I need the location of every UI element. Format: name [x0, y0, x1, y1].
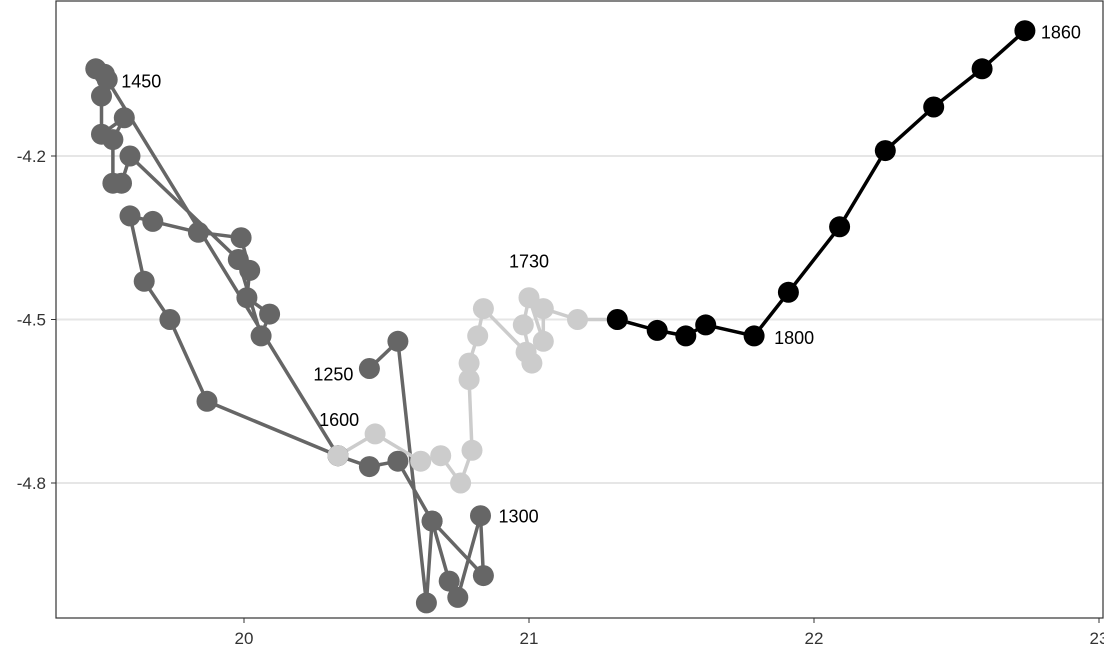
data-point — [119, 145, 141, 167]
data-point — [187, 221, 209, 243]
data-point — [358, 456, 380, 478]
data-point — [461, 439, 483, 461]
y-tick-label: -4.5 — [17, 311, 46, 330]
point-labels: 1250 1300 1450 1600 1730 1800 1860 — [121, 23, 1081, 527]
data-point — [230, 227, 252, 249]
data-point — [518, 287, 540, 309]
data-point — [472, 298, 494, 320]
axes: -4.2 -4.5 -4.8 20 21 22 23 — [17, 147, 1104, 648]
data-point — [874, 140, 896, 162]
data-point — [91, 85, 112, 107]
data-point — [606, 309, 628, 330]
data-point — [512, 314, 534, 336]
point-label: 1860 — [1041, 23, 1081, 43]
x-tick-label: 22 — [805, 629, 824, 648]
data-point — [430, 445, 452, 467]
y-tick-label: -4.8 — [17, 474, 46, 493]
data-points — [85, 20, 1036, 614]
data-point — [358, 358, 380, 379]
data-point — [250, 325, 272, 347]
data-point — [971, 58, 993, 80]
data-point — [91, 123, 112, 145]
data-point — [364, 423, 386, 445]
data-point — [119, 205, 141, 227]
data-point — [438, 570, 460, 592]
data-point — [327, 445, 349, 467]
data-point — [196, 390, 218, 412]
data-point — [236, 287, 258, 309]
data-point — [695, 314, 717, 336]
point-label: 1300 — [499, 507, 539, 527]
data-point — [227, 249, 249, 270]
data-point — [387, 330, 409, 352]
data-point — [470, 505, 491, 527]
data-point — [159, 309, 181, 330]
plot-border — [55, 0, 1104, 619]
x-tick-label: 23 — [1090, 629, 1104, 648]
data-point — [421, 510, 443, 532]
data-point — [1014, 20, 1036, 42]
point-label: 1600 — [319, 410, 359, 430]
point-label: 1800 — [774, 328, 814, 348]
y-tick-label: -4.2 — [17, 147, 46, 166]
data-point — [532, 330, 554, 352]
data-point — [113, 107, 135, 129]
data-point — [777, 281, 799, 303]
data-point — [472, 565, 494, 587]
data-point — [829, 216, 851, 238]
point-label: 1250 — [313, 365, 353, 385]
data-point — [646, 319, 668, 341]
data-point — [450, 472, 472, 494]
x-tick-label: 21 — [520, 629, 539, 648]
data-point — [743, 325, 765, 347]
x-tick-label: 20 — [235, 629, 254, 648]
data-point — [567, 309, 588, 330]
data-point — [923, 96, 945, 118]
point-label: 1450 — [121, 72, 161, 92]
data-point — [458, 369, 480, 390]
data-point — [96, 69, 118, 91]
data-point — [467, 325, 489, 347]
data-point — [410, 450, 432, 472]
data-point — [415, 592, 437, 614]
data-point — [387, 450, 409, 472]
data-point — [102, 172, 124, 194]
data-point — [532, 298, 554, 320]
data-point — [458, 352, 480, 374]
data-point — [447, 586, 469, 608]
data-point — [675, 325, 697, 347]
data-point — [259, 303, 281, 325]
data-point — [133, 270, 155, 292]
point-label: 1730 — [509, 252, 549, 272]
data-point — [521, 352, 543, 374]
data-point — [142, 210, 164, 232]
